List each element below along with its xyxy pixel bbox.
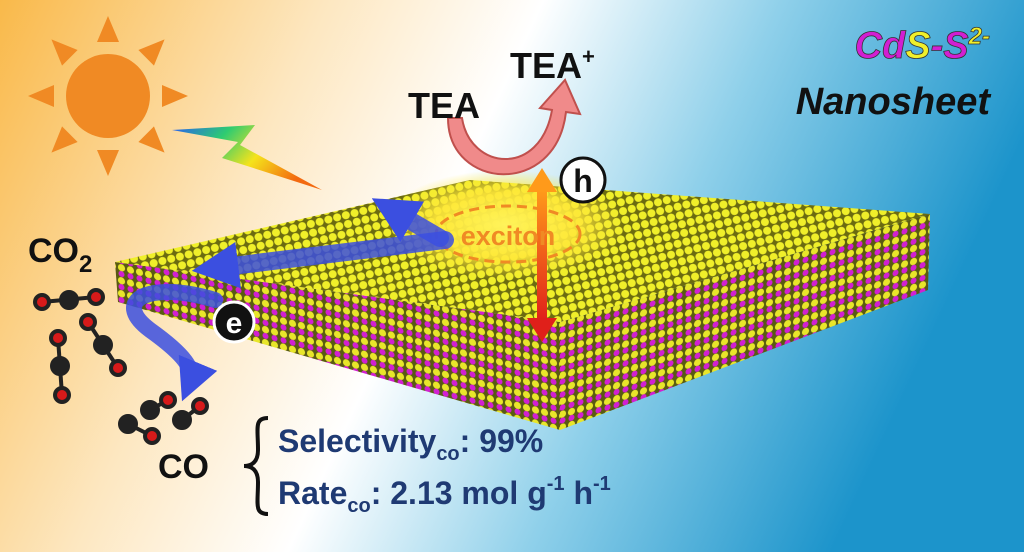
co-label: CO bbox=[158, 448, 209, 486]
co2-sub: 2 bbox=[79, 251, 92, 278]
rate-sub: co bbox=[347, 495, 370, 517]
bracket bbox=[243, 416, 269, 516]
tea-plus-label: TEA+ bbox=[510, 44, 595, 86]
rate-exp1: -1 bbox=[547, 473, 565, 495]
hole-circle bbox=[559, 156, 607, 204]
rate-unit-h: h bbox=[565, 475, 593, 511]
co2-main: CO bbox=[28, 232, 79, 270]
selectivity-value: : 99% bbox=[460, 423, 544, 459]
rate-line: Rateco: 2.13 mol g-1 h-1 bbox=[278, 473, 611, 517]
title-s2: S bbox=[943, 25, 968, 67]
tea-plus-main: TEA bbox=[510, 45, 582, 86]
co2-molecules bbox=[33, 288, 127, 404]
rate-value: : 2.13 mol g bbox=[371, 475, 547, 511]
exciton-label: exciton bbox=[461, 221, 556, 251]
electron-arrows bbox=[126, 198, 454, 402]
tea-oxidation-arrow bbox=[446, 78, 582, 176]
electron-label: e bbox=[226, 307, 243, 340]
hole-arrow bbox=[527, 168, 557, 342]
tea-plus-sup: + bbox=[582, 44, 595, 69]
light-bolt bbox=[172, 125, 322, 190]
selectivity-sub: co bbox=[436, 443, 459, 465]
title-cd: Cd bbox=[855, 25, 906, 67]
co-molecules bbox=[118, 391, 209, 445]
rate-main: Rate bbox=[278, 475, 347, 511]
electron-circle bbox=[212, 300, 256, 344]
co2-label: CO2 bbox=[28, 232, 92, 278]
title-dash: - bbox=[931, 25, 944, 67]
subtitle: Nanosheet bbox=[796, 81, 992, 123]
title-s: S bbox=[905, 25, 930, 67]
sun bbox=[28, 16, 188, 176]
selectivity-line: Selectivityco: 99% bbox=[278, 423, 543, 465]
title-charge: 2- bbox=[968, 23, 990, 50]
selectivity-main: Selectivity bbox=[278, 423, 437, 459]
hole-label: h bbox=[573, 163, 593, 199]
rate-exp2: -1 bbox=[593, 473, 611, 495]
title: CdS-S2- bbox=[855, 23, 990, 67]
tea-label: TEA bbox=[408, 85, 480, 126]
